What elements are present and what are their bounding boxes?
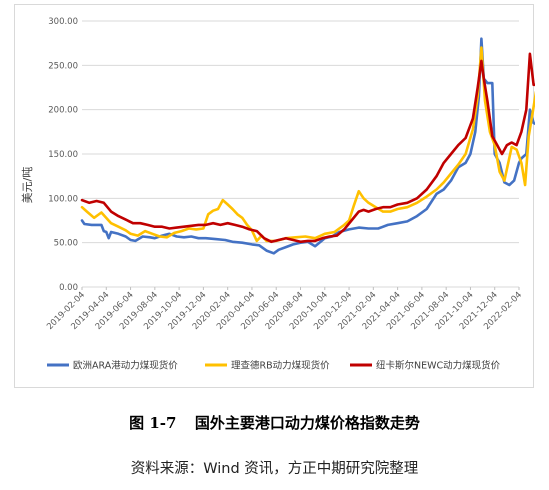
y-axis-tick-labels: 0.00 50.00 100.00 150.00 200.00 250.00 300.00 — [48, 17, 78, 293]
y-tick-label: 50.00 — [54, 239, 78, 249]
series-line-2 — [80, 46, 535, 243]
legend: 欧洲ARA港动力煤现货价 理查德RB动力煤现货价 纽卡斯尔NEWC动力煤现货价 — [47, 360, 501, 372]
y-tick-label: 100.00 — [48, 194, 78, 204]
y-tick-label: 0.00 — [59, 283, 78, 293]
grid-lines — [82, 20, 519, 288]
legend-label: 纽卡斯尔NEWC动力煤现货价 — [376, 360, 501, 372]
legend-label: 欧洲ARA港动力煤现货价 — [73, 360, 178, 372]
y-tick-label: 200.00 — [48, 106, 78, 116]
y-axis-title: 美元/吨 — [21, 167, 34, 204]
line-chart: 0.0050.00100.00150.00200.00250.00300.00 … — [21, 17, 535, 372]
y-tick-label: 300.00 — [48, 17, 78, 27]
y-tick-label: 150.00 — [48, 150, 78, 160]
figure-caption: 图 1-7 国外主要港口动力煤价格指数走势 — [0, 412, 549, 433]
figure-title: 国外主要港口动力煤价格指数走势 — [194, 414, 420, 432]
y-tick-label: 250.00 — [48, 61, 78, 71]
figure-source: 资料来源：Wind 资讯，方正中期研究院整理 — [130, 461, 419, 477]
figure-number: 图 1-7 — [129, 414, 177, 432]
series-line-1 — [80, 37, 535, 255]
series-lines — [80, 37, 535, 255]
chart-frame: 0.00 50.00 100.00 150.00 200.00 250.00 300.00 … — [14, 4, 535, 388]
x-axis-tick-labels: 2019-02-042019-04-042019-06-042019-08-04… — [45, 287, 524, 332]
series-line-3 — [80, 52, 535, 244]
legend-label: 理查德RB动力煤现货价 — [231, 360, 330, 372]
